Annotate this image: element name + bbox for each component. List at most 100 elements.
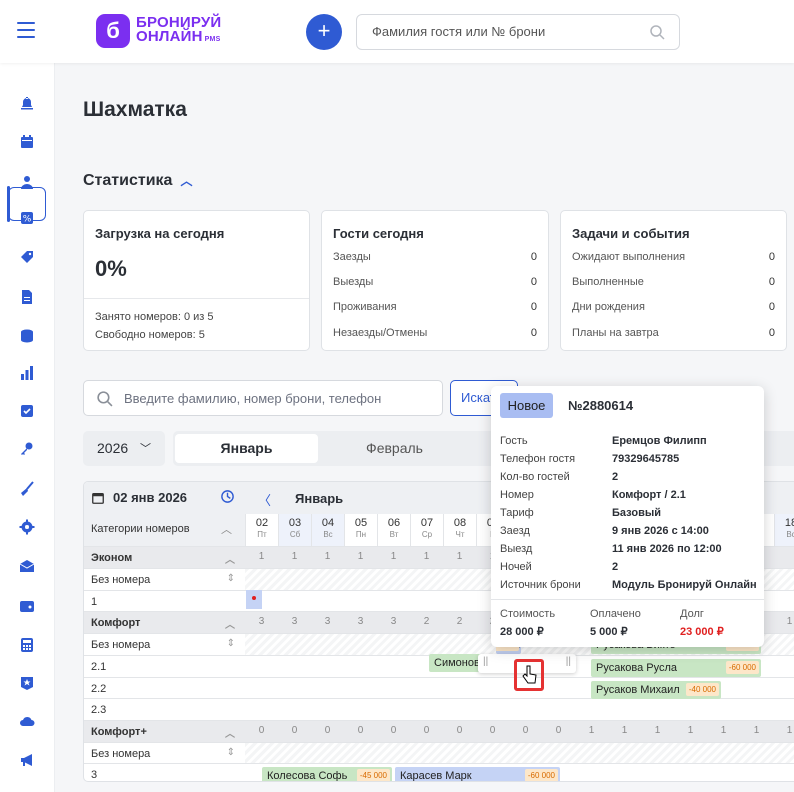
cloud-icon[interactable] <box>19 713 35 729</box>
calculator-icon[interactable] <box>19 637 35 653</box>
popup-field: Выезд 11 янв 2026 по 12:00 <box>500 543 722 555</box>
prev-month-icon[interactable]: 〈 <box>258 493 272 508</box>
year-select[interactable]: 2026 ﹀ <box>83 431 165 466</box>
chevron-up-icon[interactable]: ︿ <box>225 728 235 740</box>
category-row[interactable]: Комфорт ︿ <box>84 611 245 634</box>
tab-february[interactable]: Февраль <box>366 440 423 456</box>
logo-mark-icon: б <box>96 14 130 48</box>
logo-line1: БРОНИРУЙ <box>136 13 222 31</box>
tag-icon[interactable] <box>19 249 35 265</box>
paid-value: 5 000 ₽ <box>590 626 628 638</box>
cost-block: Стоимость 28 000 ₽ <box>500 608 556 638</box>
room-row[interactable]: Без номера ⇕ <box>84 633 245 655</box>
search-icon[interactable] <box>649 24 665 40</box>
booking-bar[interactable]: Русаков Михаил -40 000 <box>591 681 721 699</box>
grid-cells[interactable] <box>245 698 794 720</box>
room-row[interactable]: 2.1 <box>84 654 245 677</box>
availability-count: 0 <box>423 724 430 736</box>
megaphone-icon[interactable] <box>19 752 35 768</box>
guests-row: Выезды 0 <box>333 276 537 288</box>
chevron-up-icon[interactable]: ︿ <box>225 555 235 566</box>
occupied-label: Занято номеров: <box>95 311 181 323</box>
grid-cells[interactable] <box>245 741 794 764</box>
guests-row: Проживания 0 <box>333 301 537 313</box>
history-icon[interactable] <box>220 489 235 504</box>
category-row[interactable]: Эконом ︿ <box>84 546 245 568</box>
booking-search-input[interactable] <box>124 391 424 406</box>
guest-search-input[interactable] <box>372 24 642 39</box>
popup-field: Источник брони Модуль Бронируй Онлайн <box>500 579 757 591</box>
bar-chart-icon[interactable] <box>19 365 35 381</box>
day-column: 18Вс <box>774 514 794 546</box>
load-card: Загрузка на сегодня 0% Занято номеров: 0… <box>83 210 310 351</box>
availability-count: 1 <box>621 724 628 736</box>
availability-count: 1 <box>786 616 793 628</box>
availability-count: 1 <box>324 551 331 562</box>
chevron-up-icon[interactable]: ︿ <box>225 620 235 632</box>
availability-count: 0 <box>489 724 496 736</box>
cursor-highlight <box>514 659 544 691</box>
tasks-row: Дни рождения 0 <box>572 301 775 313</box>
key-icon[interactable] <box>19 441 35 457</box>
room-row[interactable]: 2.3 <box>84 698 245 720</box>
checkbox-icon[interactable] <box>19 403 35 419</box>
categories-header: Категории номеров <box>91 523 190 535</box>
percent-icon[interactable]: % <box>19 210 35 226</box>
grid-cells[interactable] <box>245 763 794 781</box>
wallet-icon[interactable] <box>19 598 35 614</box>
day-column: 03 Сб <box>278 514 311 546</box>
drag-handle-right-icon[interactable]: || <box>565 656 571 667</box>
document-icon[interactable] <box>19 289 35 305</box>
tasks-card-title: Задачи и события <box>572 226 690 241</box>
availability-count: 3 <box>357 616 364 628</box>
chevron-up-icon[interactable]: ︿ <box>180 174 193 188</box>
calendar-icon[interactable] <box>91 491 105 505</box>
tasks-row: Планы на завтра 0 <box>572 327 775 339</box>
logo[interactable]: б БРОНИРУЙ ОНЛАЙН PMS <box>96 14 221 48</box>
room-row[interactable]: 1 <box>84 589 245 612</box>
availability-count: 1 <box>357 551 364 562</box>
room-row[interactable]: Без номера ⇕ <box>84 568 245 590</box>
calendar-icon[interactable] <box>19 134 35 150</box>
category-row[interactable]: Комфорт+ ︿ <box>84 719 245 742</box>
chevron-up-icon[interactable]: ︿ <box>221 524 232 536</box>
coins-icon[interactable] <box>19 328 35 344</box>
current-date[interactable]: 02 янв 2026 <box>113 490 188 505</box>
popup-field: Заезд 9 янв 2026 с 14:00 <box>500 525 709 537</box>
day-column: 02 Пт <box>245 514 278 546</box>
stats-section-header[interactable]: Статистика ︿ <box>83 172 192 190</box>
booking-marker[interactable] <box>246 590 262 609</box>
free-label: Свободно номеров: <box>95 329 196 341</box>
room-row[interactable]: 3 <box>84 763 245 781</box>
booking-bar[interactable]: Колесова Софь -45 000 <box>262 767 392 781</box>
user-icon[interactable] <box>19 174 35 190</box>
booking-resize-handle[interactable]: || || <box>478 654 576 673</box>
gear-icon[interactable] <box>19 519 35 535</box>
top-bar: б БРОНИРУЙ ОНЛАЙН PMS + <box>0 0 794 63</box>
day-column: 07 Ср <box>410 514 443 546</box>
status-badge: Новое <box>500 393 553 418</box>
booking-bar[interactable]: Русакова Русла -60 000 <box>591 659 761 677</box>
grid-cells[interactable] <box>245 676 794 699</box>
star-badge-icon[interactable] <box>19 675 35 691</box>
room-row[interactable]: 2.2 <box>84 676 245 699</box>
popup-field: Гость Еремцов Филипп <box>500 435 707 447</box>
grid-cells[interactable]: 0 0 0 0 0 0 0 0 0 0 1 1 1 1 1 1 1 <box>245 719 794 742</box>
availability-count: 1 <box>588 724 595 736</box>
logo-pms: PMS <box>204 35 221 43</box>
room-row[interactable]: Без номера ⇕ <box>84 741 245 764</box>
booking-bar[interactable]: Карасев Марк -60 000 <box>395 767 560 781</box>
debt-block: Долг 23 000 ₽ <box>680 608 724 638</box>
broom-icon[interactable] <box>19 481 35 497</box>
bell-icon[interactable] <box>19 95 35 111</box>
day-column: 06 Вт <box>377 514 410 546</box>
mailbox-icon[interactable] <box>19 558 35 574</box>
add-booking-button[interactable]: + <box>306 14 342 50</box>
tasks-row: Выполненные 0 <box>572 276 775 288</box>
popup-field: Телефон гостя 79329645785 <box>500 453 680 465</box>
paid-block: Оплачено 5 000 ₽ <box>590 608 641 638</box>
menu-icon[interactable] <box>17 22 35 40</box>
tab-january[interactable]: Январь <box>175 434 318 463</box>
occupied-value: 0 из 5 <box>183 311 214 323</box>
drag-handle-left-icon[interactable]: || <box>483 656 489 667</box>
